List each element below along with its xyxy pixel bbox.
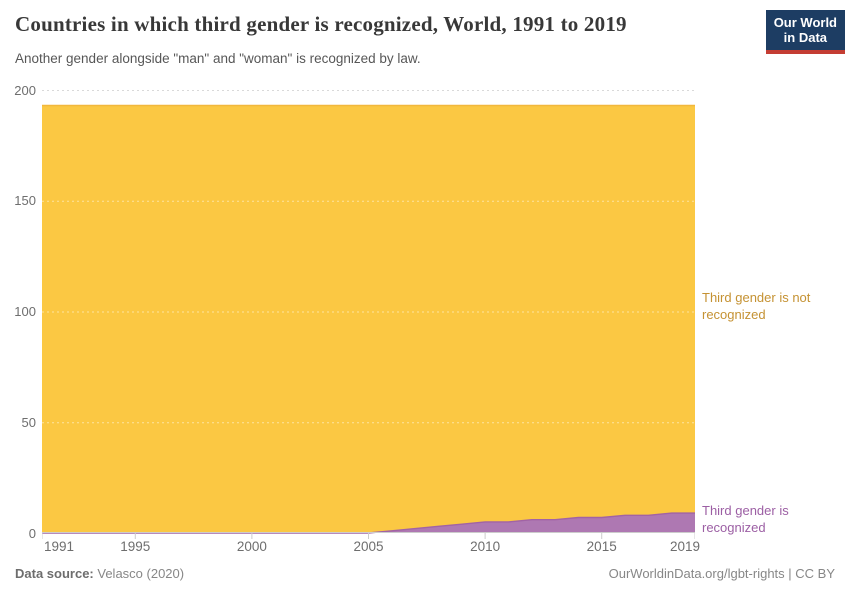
- series-label-recognized: Third gender is recognized: [702, 503, 789, 535]
- chart-title: Countries in which third gender is recog…: [15, 12, 627, 36]
- x-axis-label-2010: 2010: [470, 539, 501, 554]
- x-axis-label-2019: 2019: [669, 539, 700, 554]
- data-source-note: Data source: Velasco (2020): [15, 566, 184, 581]
- x-axis-label-1995: 1995: [120, 539, 151, 554]
- y-axis-label-100: 100: [14, 304, 36, 319]
- owid-logo[interactable]: Our World in Data: [765, 10, 845, 54]
- y-axis-label-0: 0: [28, 525, 36, 541]
- stacked-area-svg[interactable]: [41, 90, 696, 540]
- area-not-recognized[interactable]: [42, 105, 695, 533]
- y-axis-label-200: 200: [14, 82, 36, 98]
- y-axis-label-50: 50: [21, 414, 36, 430]
- area-recognized[interactable]: [42, 513, 695, 533]
- owid-logo-line2: in Data: [783, 30, 828, 46]
- series-label-not-recognized: Third gender is not recognized: [702, 290, 811, 322]
- x-axis-label-2005: 2005: [353, 539, 384, 554]
- data-source-value: Velasco (2020): [97, 566, 185, 581]
- data-source-prefix: Data source:: [15, 566, 94, 581]
- chart-subtitle: Another gender alongside "man" and "woma…: [15, 51, 421, 66]
- credit-link[interactable]: OurWorldinData.org/lgbt-rights | CC BY: [608, 566, 835, 581]
- owid-logo-line1: Our World: [773, 15, 837, 30]
- x-axis-label-1991: 1991: [44, 539, 75, 554]
- plot-area[interactable]: [41, 90, 696, 540]
- x-axis-label-2000: 2000: [236, 539, 267, 554]
- x-axis-label-2015: 2015: [586, 539, 617, 554]
- y-axis-label-150: 150: [14, 193, 36, 209]
